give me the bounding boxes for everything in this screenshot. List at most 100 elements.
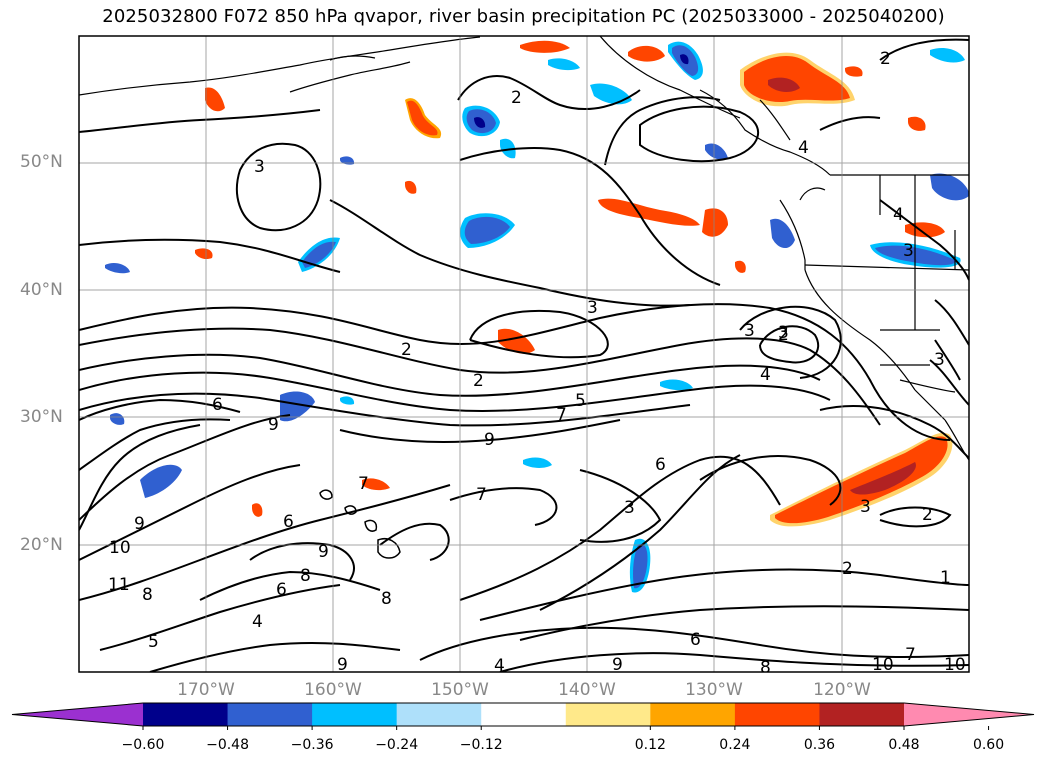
positive-anomaly-patch <box>195 248 213 260</box>
coastlines <box>79 36 969 461</box>
colorbar-tick-label: 0.60 <box>972 737 1005 753</box>
contour-label: 2 <box>401 340 412 360</box>
contour-label: 7 <box>476 485 487 505</box>
contour-label: 3 <box>254 157 265 177</box>
lat-label-20n: 20°N <box>20 535 63 555</box>
contour-label: 2 <box>473 371 484 391</box>
positive-anomaly-patch <box>405 180 417 194</box>
contour-label: 1 <box>940 568 951 588</box>
colorbar-extend-max <box>904 703 1034 726</box>
contour-label: 6 <box>212 395 223 415</box>
contour-label: 3 <box>744 321 755 341</box>
contour-label: 3 <box>587 298 598 318</box>
contour-label: 8 <box>300 566 311 586</box>
negative-anomaly-patch <box>930 173 969 201</box>
contour-label: 2 <box>922 505 933 525</box>
positive-anomaly-patch <box>498 328 535 354</box>
lat-label-40n: 40°N <box>20 280 63 300</box>
colorbar-swatch <box>396 703 482 726</box>
contour-label: 2 <box>778 325 789 345</box>
negative-anomaly-patch <box>770 218 795 249</box>
contour-label: 10 <box>109 538 131 558</box>
negative-anomaly-patch <box>660 379 693 391</box>
figure-title: 2025032800 F072 850 hPa qvapor, river ba… <box>102 6 945 27</box>
negative-anomaly-patch <box>105 262 130 274</box>
negative-anomaly-patch <box>302 241 336 268</box>
precip-anomaly-fill <box>105 40 969 593</box>
colorbar-swatch <box>481 703 567 726</box>
contour-label: 11 <box>108 575 130 595</box>
lon-label-150w: 150°W <box>431 680 489 700</box>
positive-anomaly-patch <box>598 198 700 226</box>
colorbar-swatch <box>819 703 905 726</box>
map-panel <box>79 36 969 672</box>
contour-label: 9 <box>612 655 623 675</box>
positive-anomaly-patch <box>252 503 263 517</box>
positive-anomaly-patch <box>407 100 438 136</box>
colorbar-tick-label: 0.24 <box>719 737 751 753</box>
positive-anomaly-patch <box>735 260 746 273</box>
contour-label: 3 <box>860 497 871 517</box>
contour-label: 8 <box>381 589 392 609</box>
lat-label-30n: 30°N <box>20 407 63 427</box>
contour-label: 4 <box>798 138 809 158</box>
positive-anomaly-patch <box>768 77 800 92</box>
negative-anomaly-patch <box>705 143 728 160</box>
negative-anomaly-patch <box>548 58 580 71</box>
colorbar-tick-label: −0.60 <box>121 737 165 753</box>
negative-anomaly-patch <box>523 457 552 468</box>
positive-anomaly-patch <box>744 55 850 103</box>
contour-label: 8 <box>142 585 153 605</box>
negative-anomaly-patch <box>464 216 510 244</box>
negative-anomaly-patch <box>340 396 355 405</box>
positive-anomaly-patch <box>908 116 926 131</box>
contour-label: 6 <box>276 580 287 600</box>
positive-anomaly-patch <box>205 87 225 112</box>
contour-label: 9 <box>318 542 329 562</box>
colorbar-tick-label: −0.36 <box>290 737 334 753</box>
contour-label: 3 <box>778 323 789 343</box>
lon-label-170w: 170°W <box>177 680 235 700</box>
colorbar-swatch <box>565 703 651 726</box>
colorbar-tick-label: 0.12 <box>634 737 666 753</box>
contour-labels: 2 3 2 3 2 4 2 5 7 9 6 7 3 3 2 2 1 6 9 9 … <box>108 49 966 678</box>
lon-label-130w: 130°W <box>685 680 743 700</box>
contour-label: 8 <box>760 658 771 678</box>
contour-label: 6 <box>655 455 666 475</box>
colorbar-extend-min <box>12 703 143 726</box>
contour-label: 3 <box>624 498 635 518</box>
contour-label: 4 <box>494 656 505 676</box>
contour-label: 4 <box>760 365 771 385</box>
contour-label: 4 <box>252 612 263 632</box>
contour-label: 10 <box>944 655 966 675</box>
contour-label: 3 <box>934 350 945 370</box>
positive-anomaly-patch <box>775 436 948 524</box>
contour-label: 6 <box>283 512 294 532</box>
colorbar-swatch <box>227 703 313 726</box>
colorbar-tick-label: 0.36 <box>803 737 836 753</box>
contour-label: 9 <box>484 430 495 450</box>
colorbar-tick-label: −0.48 <box>206 737 249 753</box>
contour-label: 9 <box>268 415 279 435</box>
negative-anomaly-patch <box>680 54 689 65</box>
colorbar-tick-label: −0.12 <box>459 737 503 753</box>
contour-label: 5 <box>148 632 159 652</box>
negative-anomaly-patch <box>500 138 516 159</box>
contour-label: 2 <box>842 559 853 579</box>
negative-anomaly-patch <box>110 413 125 425</box>
contour-label: 7 <box>556 405 567 425</box>
positive-anomaly-patch <box>845 66 863 77</box>
lon-label-120w: 120°W <box>813 680 871 700</box>
negative-anomaly-patch <box>633 544 648 589</box>
contour-label: 4 <box>893 205 904 225</box>
colorbar <box>11 702 1035 730</box>
qvapor-contours <box>79 38 969 672</box>
negative-anomaly-patch <box>474 117 486 128</box>
contour-label: 7 <box>905 645 916 665</box>
positive-anomaly-patch <box>628 45 665 62</box>
contour-label: 9 <box>337 655 348 675</box>
colorbar-tick-label: −0.24 <box>375 737 419 753</box>
positive-anomaly-patch <box>850 462 916 495</box>
negative-anomaly-patch <box>140 464 182 498</box>
colorbar-tick-label: 0.48 <box>888 737 920 753</box>
